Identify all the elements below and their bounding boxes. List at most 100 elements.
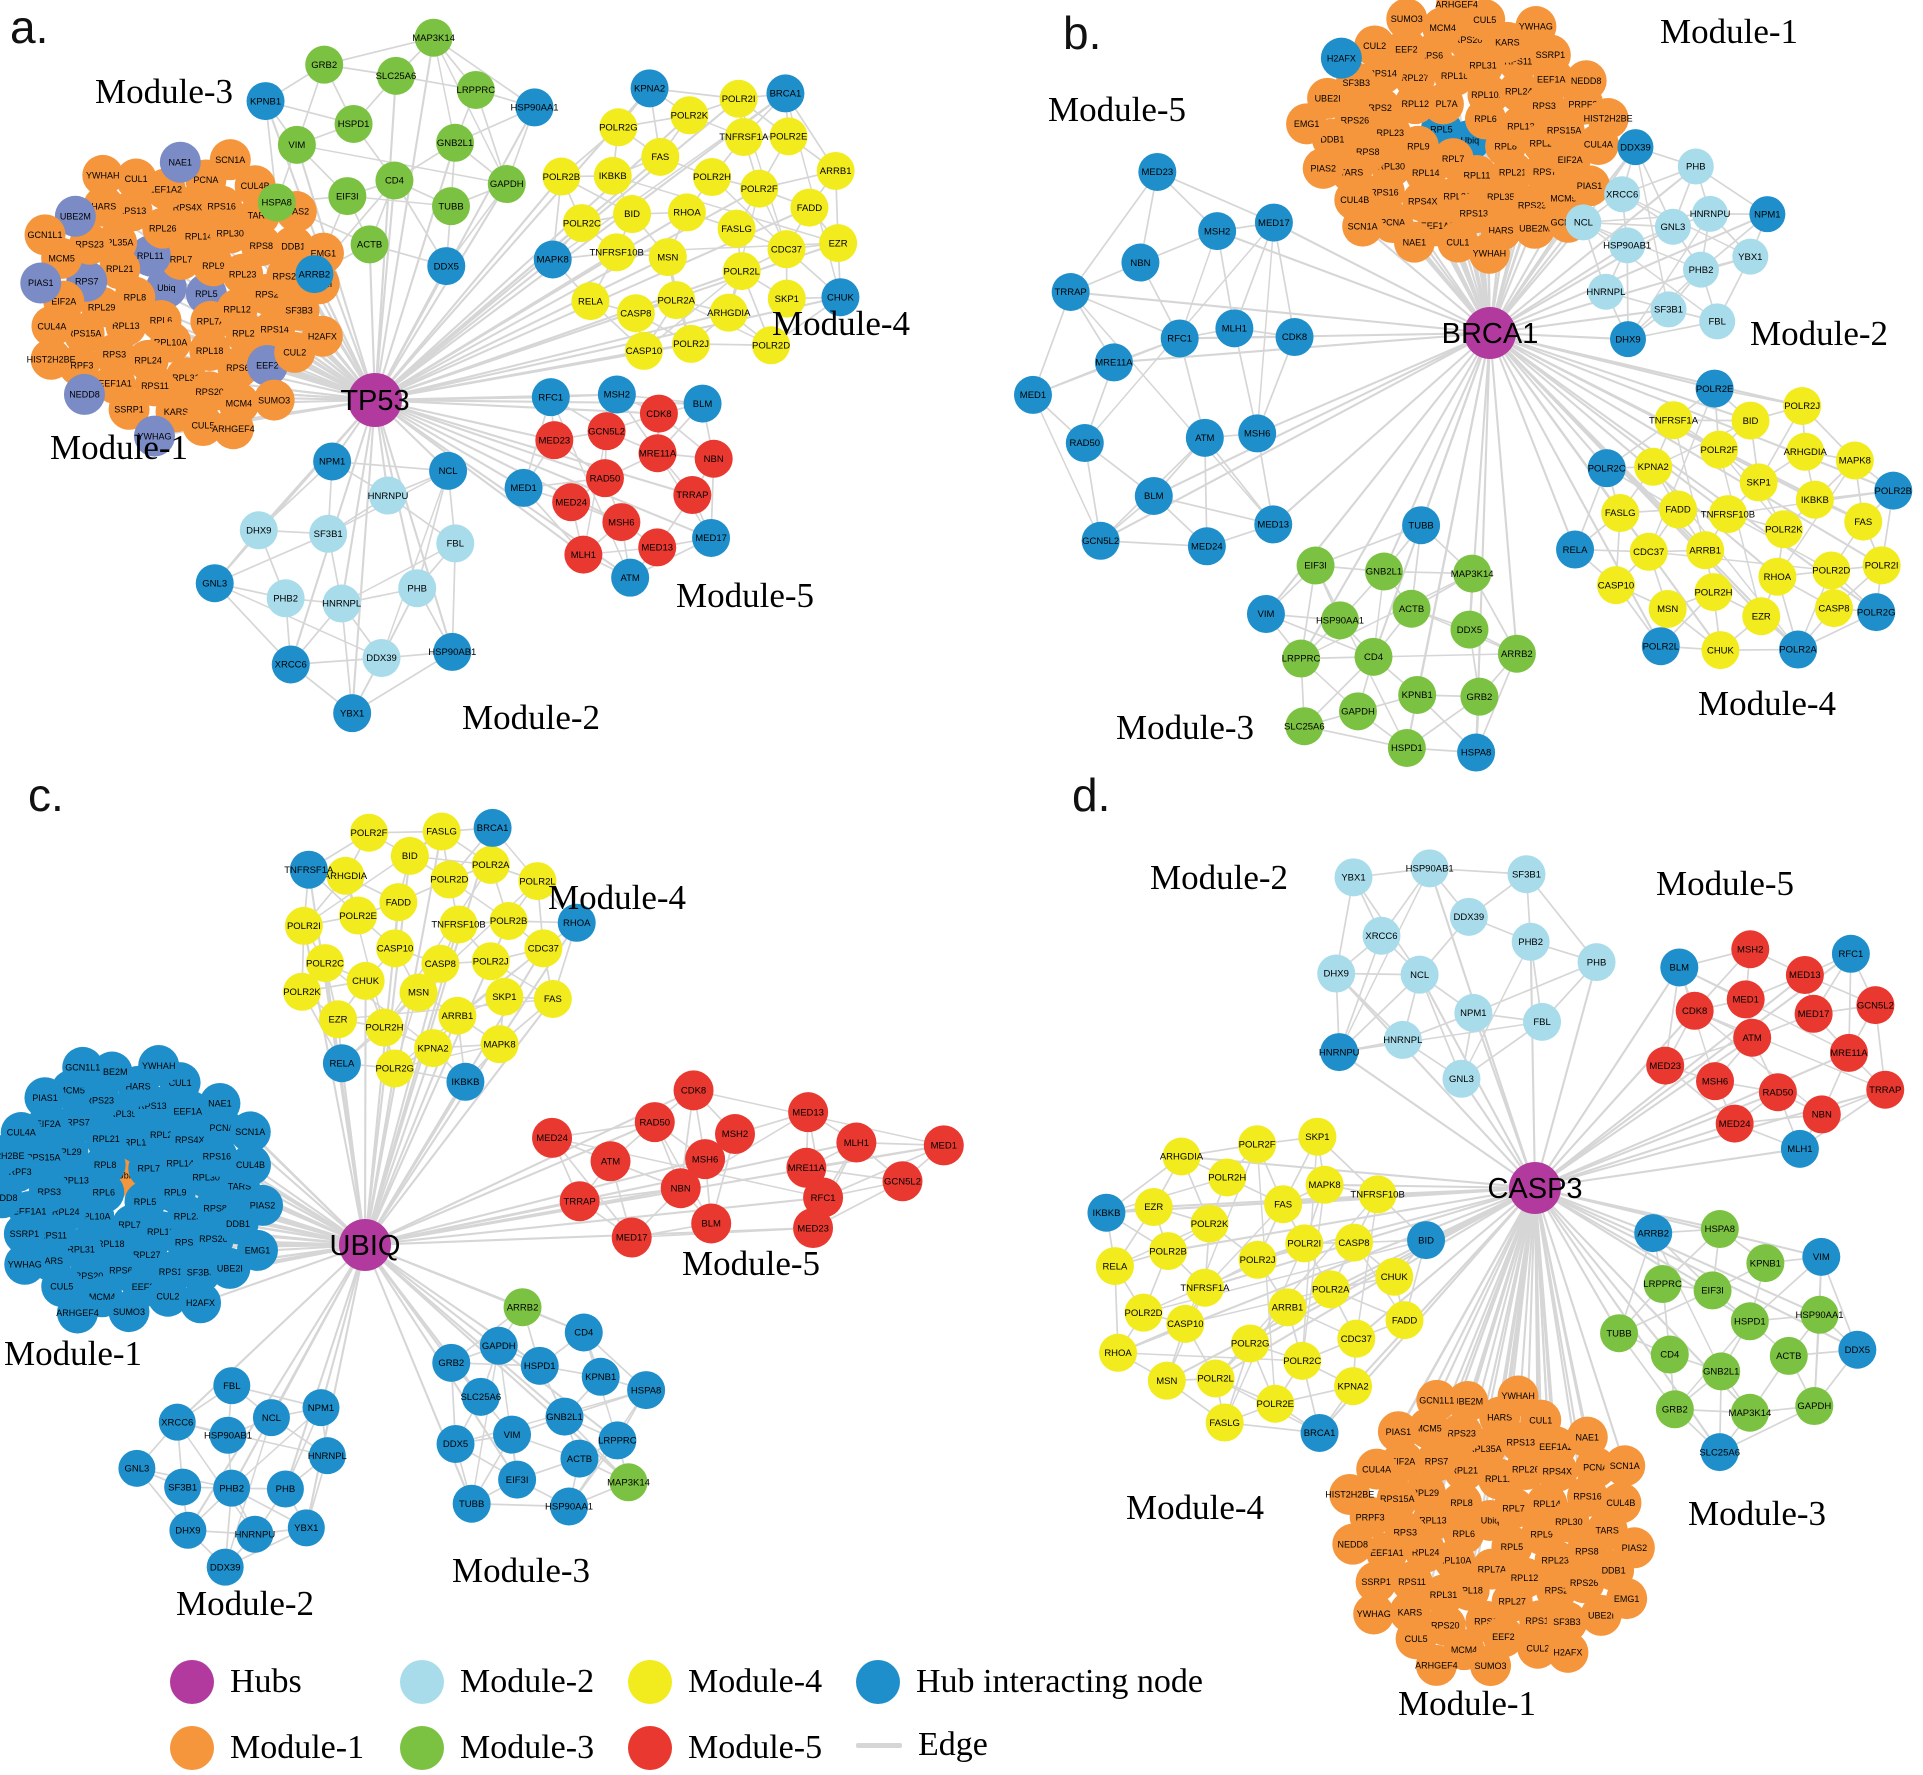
node-NPM1[interactable]: [302, 1389, 340, 1427]
node-RELA[interactable]: [322, 1044, 361, 1083]
node-POLR2J[interactable]: [672, 324, 711, 363]
node-MRE11A[interactable]: [638, 434, 677, 473]
node-YWHAH[interactable]: [1468, 232, 1510, 274]
node-CASP8[interactable]: [616, 294, 655, 333]
node-POLR2C[interactable]: [1587, 449, 1626, 488]
node-TRRAP[interactable]: [1051, 272, 1090, 311]
node-POLR2B[interactable]: [489, 901, 528, 940]
node-EZR[interactable]: [1742, 597, 1781, 636]
node-POLR2H[interactable]: [1694, 573, 1733, 612]
node-YWHAG[interactable]: [1515, 6, 1557, 48]
node-HSPA8[interactable]: [1700, 1210, 1739, 1249]
node-MSN[interactable]: [1648, 589, 1687, 628]
node-ARHGDIA[interactable]: [709, 293, 748, 332]
node-CUL2[interactable]: [1354, 25, 1396, 67]
node-SF3B1[interactable]: [164, 1468, 202, 1506]
node-CASP8[interactable]: [1814, 589, 1853, 628]
node-CD4[interactable]: [1650, 1335, 1689, 1374]
node-MSH2[interactable]: [597, 375, 636, 414]
node-GRB2[interactable]: [432, 1343, 471, 1382]
node-CASP10[interactable]: [1596, 566, 1635, 605]
node-MLH1[interactable]: [1780, 1129, 1819, 1168]
node-ARRB2[interactable]: [1497, 634, 1536, 673]
node-HSP90AB1[interactable]: [1609, 227, 1646, 264]
node-KPNB1[interactable]: [246, 82, 285, 121]
node-MSH2[interactable]: [1198, 212, 1237, 251]
node-NAE1[interactable]: [199, 1082, 241, 1124]
node-POLR2I[interactable]: [719, 79, 758, 118]
node-FAS[interactable]: [1844, 502, 1883, 541]
node-MED24[interactable]: [1715, 1104, 1754, 1143]
node-SKP1[interactable]: [1739, 463, 1778, 502]
node-CDK8[interactable]: [639, 394, 678, 433]
node-PHB2[interactable]: [1511, 922, 1550, 961]
node-GRB2[interactable]: [1655, 1390, 1694, 1429]
node-MAP3K14[interactable]: [414, 18, 453, 57]
node-DDX39[interactable]: [1617, 129, 1654, 166]
node-POLR2C[interactable]: [306, 944, 345, 983]
node-H2AFX[interactable]: [1547, 1631, 1589, 1673]
node-SF3B1[interactable]: [1507, 855, 1546, 894]
node-MED17[interactable]: [1794, 994, 1833, 1033]
node-DDX5[interactable]: [1838, 1330, 1877, 1369]
node-FADD[interactable]: [1385, 1301, 1424, 1340]
node-RAD50[interactable]: [1065, 424, 1104, 463]
node-POLR2F[interactable]: [1700, 430, 1739, 469]
node-RPS23[interactable]: [1441, 1412, 1483, 1454]
node-HSP90AA1[interactable]: [550, 1487, 589, 1526]
node-ARRB2[interactable]: [295, 255, 334, 294]
node-MED24[interactable]: [552, 483, 591, 522]
node-ATM[interactable]: [611, 558, 650, 597]
node-SCN1A[interactable]: [209, 139, 251, 181]
node-PIAS1[interactable]: [1568, 165, 1610, 207]
node-MSN[interactable]: [399, 973, 438, 1012]
node-CHUK[interactable]: [1701, 631, 1740, 670]
node-BRCA1[interactable]: [473, 808, 512, 847]
node-ACTB[interactable]: [1392, 589, 1431, 628]
node-YWHAG[interactable]: [133, 415, 175, 457]
node-FBL[interactable]: [436, 524, 475, 563]
node-RELA[interactable]: [571, 282, 610, 321]
node-MRE11A[interactable]: [1094, 343, 1133, 382]
node-PHB[interactable]: [398, 569, 437, 608]
node-RAD50[interactable]: [585, 459, 624, 498]
node-POLR2C[interactable]: [1283, 1341, 1322, 1380]
node-MED23[interactable]: [793, 1208, 834, 1249]
node-ARHGEF4[interactable]: [212, 408, 254, 450]
node-MSN[interactable]: [648, 238, 687, 277]
node-GNB2L1[interactable]: [1364, 552, 1403, 591]
node-MAPK8[interactable]: [1305, 1165, 1344, 1204]
node-HSP90AA1[interactable]: [1320, 601, 1359, 640]
hub-CASP3[interactable]: [1509, 1162, 1561, 1214]
node-MAPK8[interactable]: [1835, 441, 1874, 480]
node-TNFRSF10B[interactable]: [1708, 495, 1747, 534]
node-MRE11A[interactable]: [786, 1147, 827, 1188]
node-NBN[interactable]: [660, 1168, 701, 1209]
node-CUL4A[interactable]: [1356, 1448, 1398, 1490]
node-GNL3[interactable]: [118, 1449, 156, 1487]
node-MSH6[interactable]: [602, 503, 641, 542]
node-DDX39[interactable]: [362, 639, 401, 678]
node-SUMO3[interactable]: [1470, 1645, 1512, 1687]
node-RPS7[interactable]: [1416, 1440, 1458, 1482]
node-BID[interactable]: [613, 195, 652, 234]
node-IKBKB[interactable]: [593, 156, 632, 195]
node-POLR2B[interactable]: [1874, 471, 1913, 510]
node-MSH6[interactable]: [1238, 414, 1277, 453]
node-EIF3I[interactable]: [328, 177, 367, 216]
node-GAPDH[interactable]: [1338, 692, 1377, 731]
node-CUL5[interactable]: [182, 405, 224, 447]
node-MED1[interactable]: [1013, 375, 1052, 414]
node-SF3B3[interactable]: [1546, 1601, 1588, 1643]
node-CHUK[interactable]: [346, 961, 385, 1000]
node-LRPPRC[interactable]: [456, 70, 495, 109]
node-MSN[interactable]: [1147, 1361, 1186, 1400]
node-NCL[interactable]: [429, 451, 468, 490]
node-RPL31[interactable]: [1423, 1574, 1465, 1616]
node-MED1[interactable]: [923, 1125, 964, 1166]
node-MED23[interactable]: [535, 421, 574, 460]
node-FASLG[interactable]: [422, 812, 461, 851]
node-NEDD8[interactable]: [1565, 60, 1607, 102]
node-HNRNPU[interactable]: [1692, 195, 1729, 232]
node-NEDD8[interactable]: [0, 1177, 23, 1219]
